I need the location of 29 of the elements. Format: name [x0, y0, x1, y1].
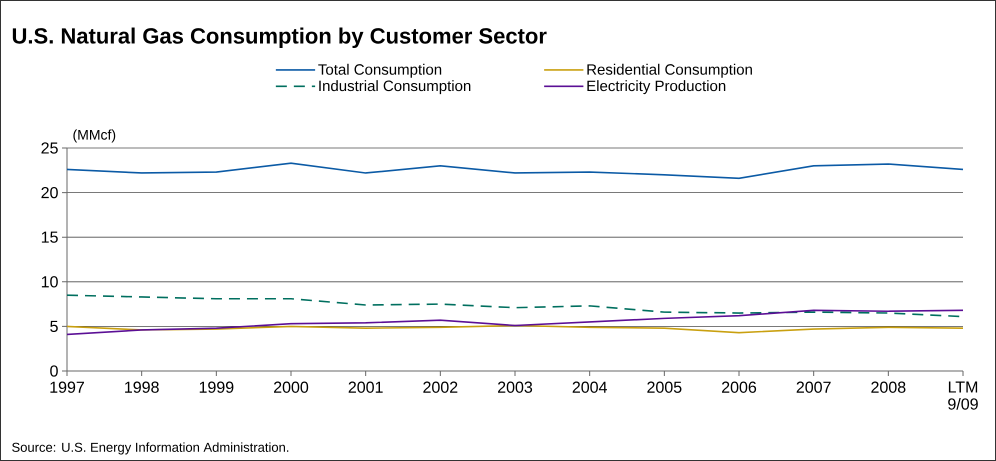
- x-tick-label: 2002: [423, 382, 458, 393]
- legend-label: Total Consumption: [318, 64, 442, 78]
- x-tick-label: 1999: [200, 382, 234, 393]
- x-tick-label: 1998: [125, 382, 159, 393]
- legend-label: Industrial Consumption: [319, 80, 470, 94]
- y-tick-label: 0: [50, 365, 58, 377]
- x-tick-label: 2000: [274, 382, 308, 393]
- chart-title: U.S. Natural Gas Consumption by Customer Sector: [12, 28, 547, 48]
- x-tick-label: 2001: [348, 382, 383, 393]
- y-axis-title: (MMcf): [73, 129, 116, 142]
- y-tick-label: 5: [50, 320, 58, 332]
- legend-label: Residential Consumption: [587, 64, 752, 78]
- line-series: [66, 310, 964, 336]
- y-tick-label: 20: [41, 186, 58, 198]
- x-tick-label: 2006: [722, 382, 756, 393]
- line-series: [66, 324, 964, 334]
- y-tick-label: 25: [41, 142, 58, 154]
- y-tick-label: 10: [42, 276, 58, 288]
- x-tick-label: 2005: [647, 382, 682, 393]
- legend-label: Electricity Production: [587, 80, 726, 94]
- y-tick-label: 15: [42, 232, 58, 243]
- x-tick-label: 2003: [498, 382, 532, 393]
- x-tick-label: 2004: [572, 382, 607, 393]
- x-tick-label: 2008: [871, 382, 906, 393]
- source-note: Source: U.S. Energy Information Administration.: [12, 442, 288, 454]
- x-tick-label: LTM 9/09: [948, 382, 978, 410]
- line-series: [66, 162, 964, 180]
- x-tick-label: 1997: [50, 382, 84, 393]
- x-tick-label: 2007: [796, 382, 831, 393]
